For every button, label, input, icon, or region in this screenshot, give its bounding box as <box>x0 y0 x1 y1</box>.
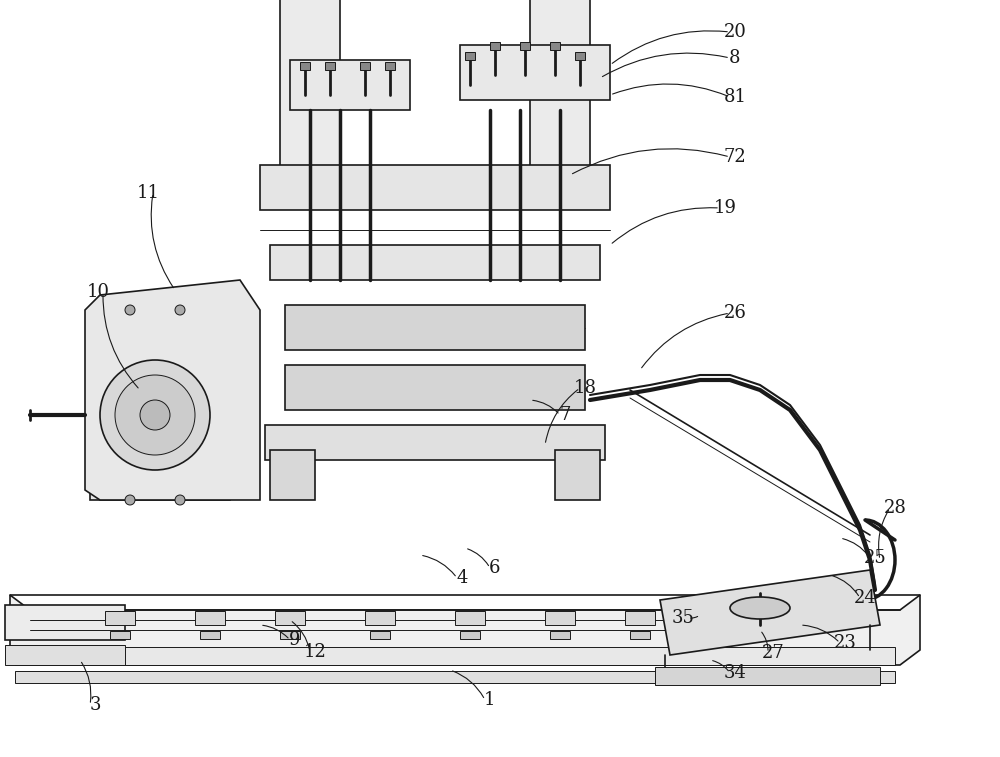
Bar <box>555 450 600 500</box>
Bar <box>630 631 650 639</box>
Bar <box>460 631 480 639</box>
Bar <box>110 631 130 639</box>
Text: 35: 35 <box>672 609 694 627</box>
Text: 4: 4 <box>456 569 468 587</box>
Bar <box>465 52 475 60</box>
Text: 3: 3 <box>89 696 101 714</box>
Text: 81: 81 <box>724 88 746 106</box>
Ellipse shape <box>730 597 790 619</box>
Bar <box>275 611 305 625</box>
Text: 20: 20 <box>724 23 746 41</box>
Text: 8: 8 <box>729 49 741 67</box>
Bar <box>385 62 395 70</box>
Bar <box>280 0 340 200</box>
Bar <box>15 647 895 665</box>
Bar <box>300 62 310 70</box>
Text: 18: 18 <box>574 379 596 397</box>
Bar <box>455 611 485 625</box>
Bar <box>5 645 125 665</box>
Bar <box>530 0 590 200</box>
Bar <box>370 631 390 639</box>
Text: 34: 34 <box>724 664 746 682</box>
Bar <box>290 60 410 110</box>
Circle shape <box>125 495 135 505</box>
Bar <box>285 305 585 350</box>
Bar <box>655 667 880 685</box>
Bar <box>520 42 530 50</box>
Text: 11: 11 <box>136 184 160 202</box>
Bar <box>325 62 335 70</box>
Bar <box>365 611 395 625</box>
Bar <box>360 62 370 70</box>
Text: 10: 10 <box>87 283 110 301</box>
Text: 27: 27 <box>762 644 784 662</box>
Bar <box>285 365 585 410</box>
Bar <box>545 611 575 625</box>
Text: 24: 24 <box>854 589 876 607</box>
Bar <box>460 45 610 100</box>
Bar <box>575 52 585 60</box>
Bar <box>490 42 500 50</box>
Circle shape <box>100 360 210 470</box>
Text: 12: 12 <box>304 643 326 661</box>
Polygon shape <box>85 280 260 500</box>
Text: 1: 1 <box>484 691 496 709</box>
Text: 7: 7 <box>559 406 571 424</box>
Text: 19: 19 <box>714 199 736 217</box>
Text: 26: 26 <box>724 304 746 322</box>
Circle shape <box>115 375 195 455</box>
Polygon shape <box>10 595 920 665</box>
Text: 28: 28 <box>884 499 906 517</box>
Bar <box>260 165 610 210</box>
Text: 6: 6 <box>489 559 501 577</box>
Text: 72: 72 <box>724 148 746 166</box>
Bar <box>270 450 315 500</box>
Bar <box>625 611 655 625</box>
Text: 9: 9 <box>289 631 301 649</box>
Bar <box>5 605 125 640</box>
Bar <box>270 245 600 280</box>
Circle shape <box>175 495 185 505</box>
Text: 23: 23 <box>834 634 856 652</box>
Circle shape <box>125 305 135 315</box>
Circle shape <box>140 400 170 430</box>
Polygon shape <box>90 295 240 500</box>
Bar <box>550 42 560 50</box>
Bar <box>15 671 895 683</box>
Circle shape <box>175 305 185 315</box>
Text: 25: 25 <box>864 549 886 567</box>
Polygon shape <box>660 570 880 655</box>
Bar <box>550 631 570 639</box>
Bar <box>200 631 220 639</box>
Bar <box>280 631 300 639</box>
Bar <box>105 611 135 625</box>
Bar <box>195 611 225 625</box>
Bar <box>265 425 605 460</box>
